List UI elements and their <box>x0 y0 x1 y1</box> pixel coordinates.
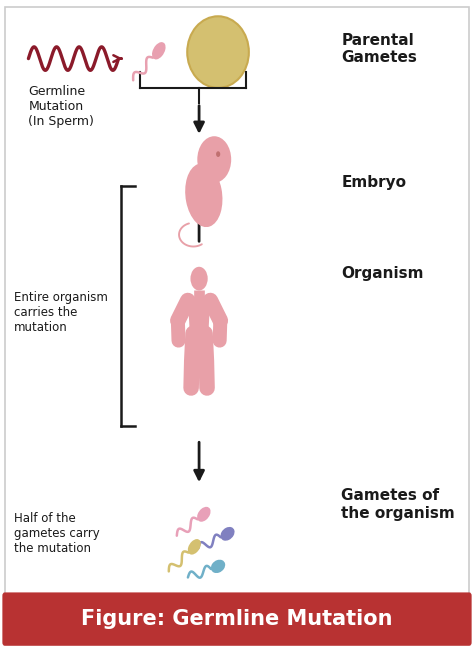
Text: Gametes of
the organism: Gametes of the organism <box>341 488 455 521</box>
Text: Germline
Mutation
(In Sperm): Germline Mutation (In Sperm) <box>28 85 94 128</box>
Circle shape <box>197 136 231 183</box>
Ellipse shape <box>220 527 235 541</box>
Ellipse shape <box>211 560 225 573</box>
Text: Entire organism
carries the
mutation: Entire organism carries the mutation <box>14 291 108 334</box>
Ellipse shape <box>185 163 222 227</box>
Ellipse shape <box>187 16 249 88</box>
Circle shape <box>216 151 220 157</box>
Text: Organism: Organism <box>341 266 424 281</box>
Ellipse shape <box>188 539 201 555</box>
Text: Figure: Germline Mutation: Figure: Germline Mutation <box>81 609 393 629</box>
Ellipse shape <box>152 42 165 59</box>
Text: Parental
Gametes: Parental Gametes <box>341 33 417 65</box>
Ellipse shape <box>197 507 210 521</box>
Text: Embryo: Embryo <box>341 174 406 190</box>
Text: Half of the
gametes carry
the mutation: Half of the gametes carry the mutation <box>14 512 100 555</box>
Polygon shape <box>188 297 210 333</box>
FancyBboxPatch shape <box>2 592 472 646</box>
FancyBboxPatch shape <box>5 7 469 596</box>
Circle shape <box>191 267 208 290</box>
